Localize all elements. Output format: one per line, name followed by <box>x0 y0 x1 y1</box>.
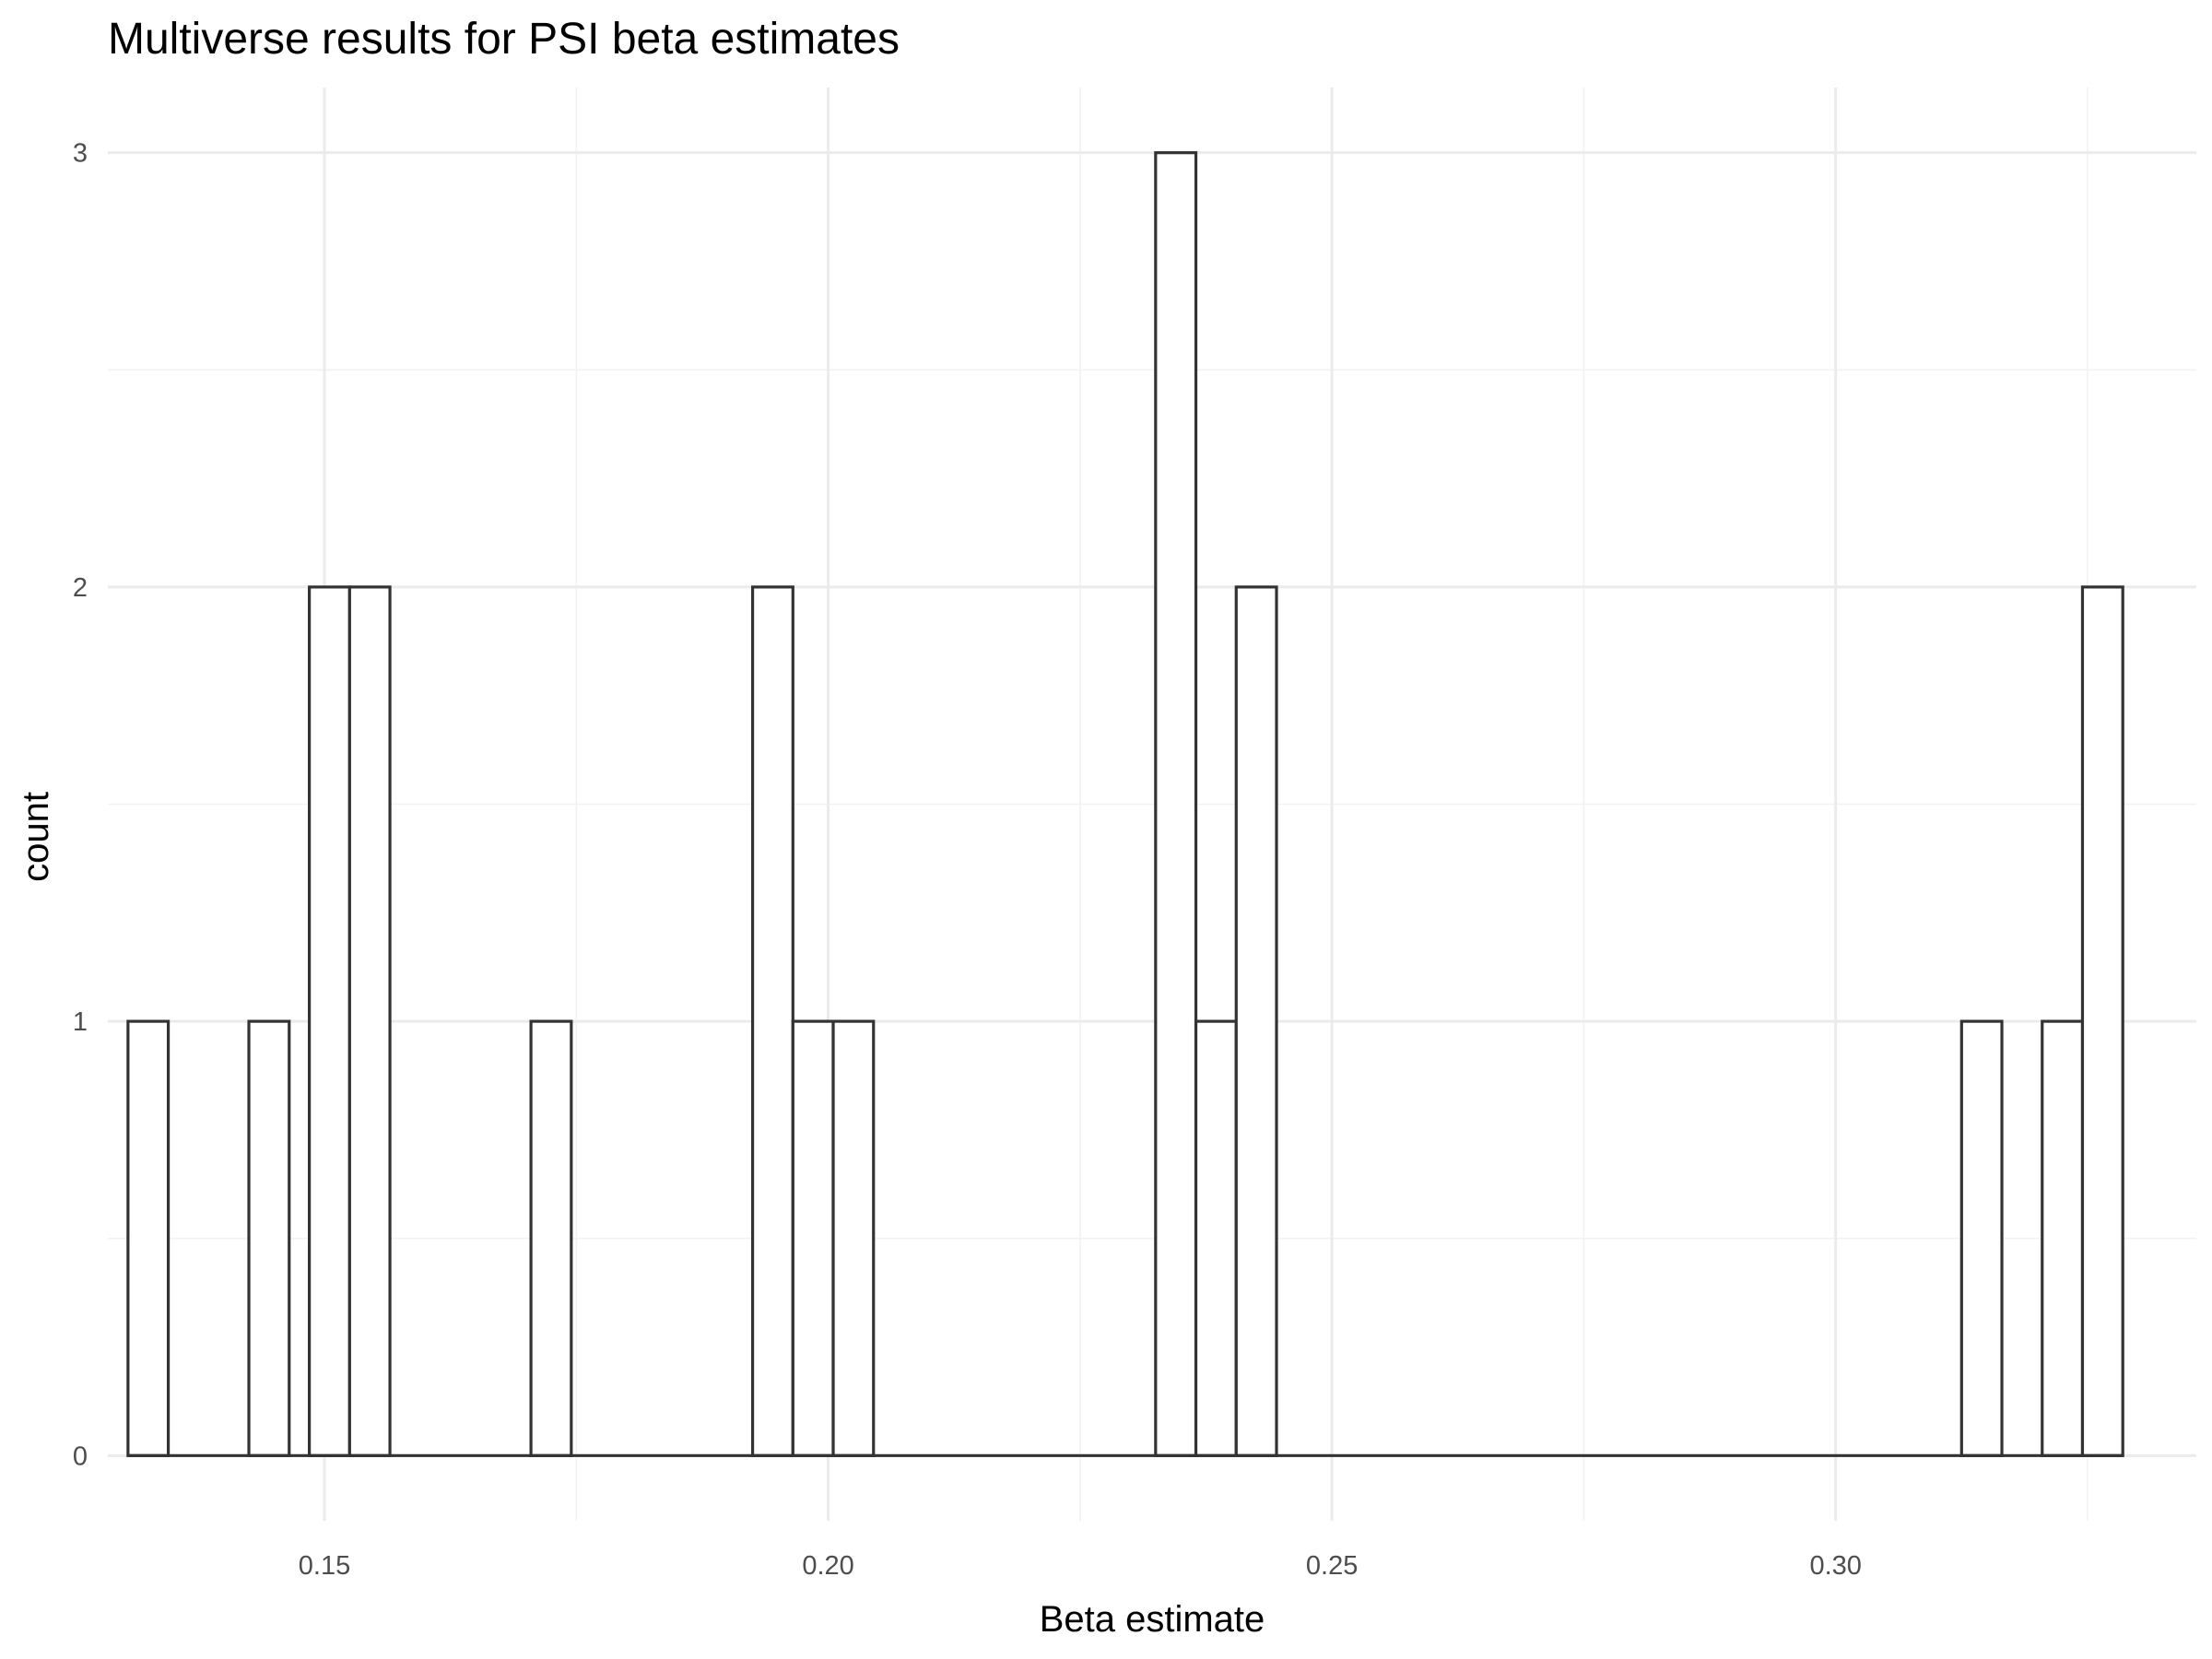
histogram-bar <box>308 585 351 1457</box>
histogram-bar <box>126 1019 171 1457</box>
y-tick-label: 0 <box>73 1441 88 1471</box>
histogram-bar <box>1959 1019 2004 1457</box>
y-tick-label: 1 <box>73 1007 88 1037</box>
x-axis-tick-labels: 0.15 0.20 0.25 0.30 <box>299 1551 1862 1581</box>
histogram-bar <box>1154 151 1198 1457</box>
x-tick-label: 0.15 <box>299 1551 350 1581</box>
histogram-bar <box>791 1019 835 1457</box>
histogram-bar <box>831 1019 876 1457</box>
minor-gridlines <box>108 88 2196 1521</box>
histogram-bar <box>2041 1019 2085 1457</box>
chart-title: Multiverse results for PSI beta estimate… <box>108 15 900 64</box>
x-tick-label: 0.30 <box>1809 1551 1861 1581</box>
y-axis-tick-labels: 0 1 2 3 <box>73 139 88 1472</box>
y-tick-label: 3 <box>73 139 88 169</box>
histogram-bars <box>126 151 2124 1457</box>
histogram-bar <box>529 1019 573 1457</box>
y-axis-title: count <box>16 792 56 882</box>
histogram-bar <box>1234 585 1278 1457</box>
x-axis-title: Beta estimate <box>1040 1599 1265 1640</box>
histogram-bar <box>750 585 794 1457</box>
histogram-bar <box>1194 1019 1238 1457</box>
histogram-bar <box>347 585 392 1457</box>
histogram-bar <box>247 1019 291 1457</box>
x-tick-label: 0.20 <box>802 1551 853 1581</box>
y-tick-label: 2 <box>73 573 88 603</box>
x-tick-label: 0.25 <box>1306 1551 1358 1581</box>
histogram-bar <box>2080 585 2124 1457</box>
